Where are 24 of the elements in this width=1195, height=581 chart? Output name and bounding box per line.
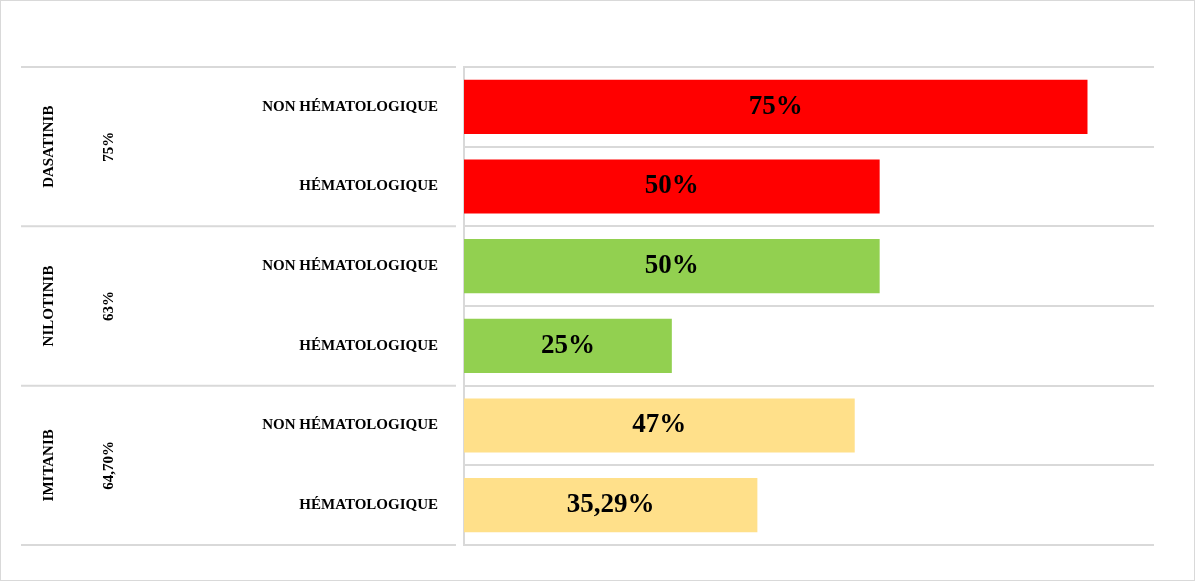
data-label: 50% bbox=[644, 249, 699, 280]
y-tick-label: HÉMATOLOGIQUE bbox=[299, 496, 438, 513]
data-label: 50% bbox=[644, 169, 699, 200]
y-tick-label: NON HÉMATOLOGIQUE bbox=[262, 97, 438, 114]
bar bbox=[464, 79, 1088, 134]
text: NILOTINIB bbox=[39, 265, 56, 347]
text: 63% bbox=[99, 291, 116, 321]
data-label: 75% bbox=[748, 89, 803, 120]
text: 75% bbox=[99, 131, 116, 162]
bar bbox=[464, 398, 855, 453]
bar bbox=[464, 318, 672, 373]
data-label: 47% bbox=[632, 408, 687, 439]
y-tick-label: HÉMATOLOGIQUE bbox=[299, 177, 438, 194]
data-label: 35,29% bbox=[566, 488, 655, 519]
text: 64,70% bbox=[99, 440, 116, 490]
bar bbox=[464, 159, 880, 214]
text: IMITANIB bbox=[39, 429, 56, 502]
text: DASATINIB bbox=[39, 105, 56, 188]
y-tick-label: HÉMATOLOGIQUE bbox=[299, 336, 438, 353]
y-tick-label: NON HÉMATOLOGIQUE bbox=[262, 257, 438, 274]
y-tick-label: NON HÉMATOLOGIQUE bbox=[262, 416, 438, 433]
data-label: 25% bbox=[540, 328, 595, 359]
bar bbox=[464, 478, 758, 533]
bar bbox=[464, 239, 880, 294]
